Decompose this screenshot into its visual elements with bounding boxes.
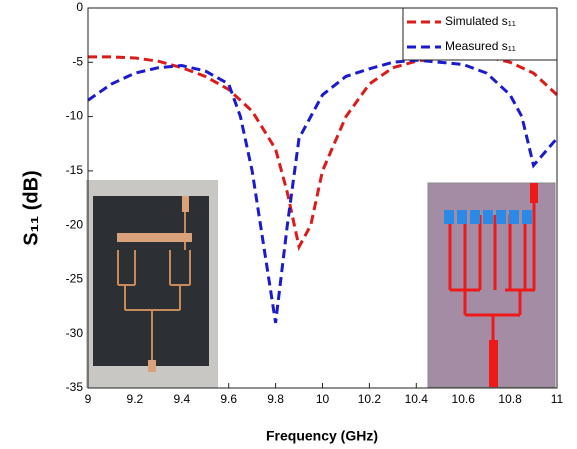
legend-label: Simulated s₁₁ [445,14,516,28]
x-tick-label: 9.8 [267,392,284,406]
y-tick-label: -10 [66,109,84,123]
legend: Simulated s₁₁ Measured s₁₁ [402,7,558,61]
x-tick-label: 9 [85,392,92,406]
x-tick-label: 9.2 [127,392,144,406]
inset-photo [86,180,218,388]
x-tick-label: 10 [316,392,330,406]
legend-label: Measured s₁₁ [445,39,516,53]
y-axis-label: S₁₁ (dB) [20,170,42,245]
y-tick-label: -15 [66,163,84,177]
x-tick-label: 10.2 [358,392,382,406]
legend-box [402,7,558,61]
x-tick-label: 9.4 [173,392,190,406]
y-tick-label: -35 [66,380,84,394]
x-tick-label: 9.6 [220,392,237,406]
series-line [88,55,559,252]
inset-layout [427,182,556,388]
x-tick-label: 10.4 [405,392,429,406]
x-tick-label: 10.6 [452,392,476,406]
y-tick-label: -20 [66,217,84,231]
y-tick-label: -30 [66,326,84,340]
x-axis-label: Frequency (GHz) [266,428,378,444]
y-tick-label: -5 [72,54,83,68]
axes-frame [87,7,558,389]
series-line [87,58,559,324]
x-tick-label: 10.8 [498,392,522,406]
y-tick-label: 0 [76,0,83,14]
x-tick-label: 11 [551,392,564,406]
y-tick-label: -25 [66,272,84,286]
